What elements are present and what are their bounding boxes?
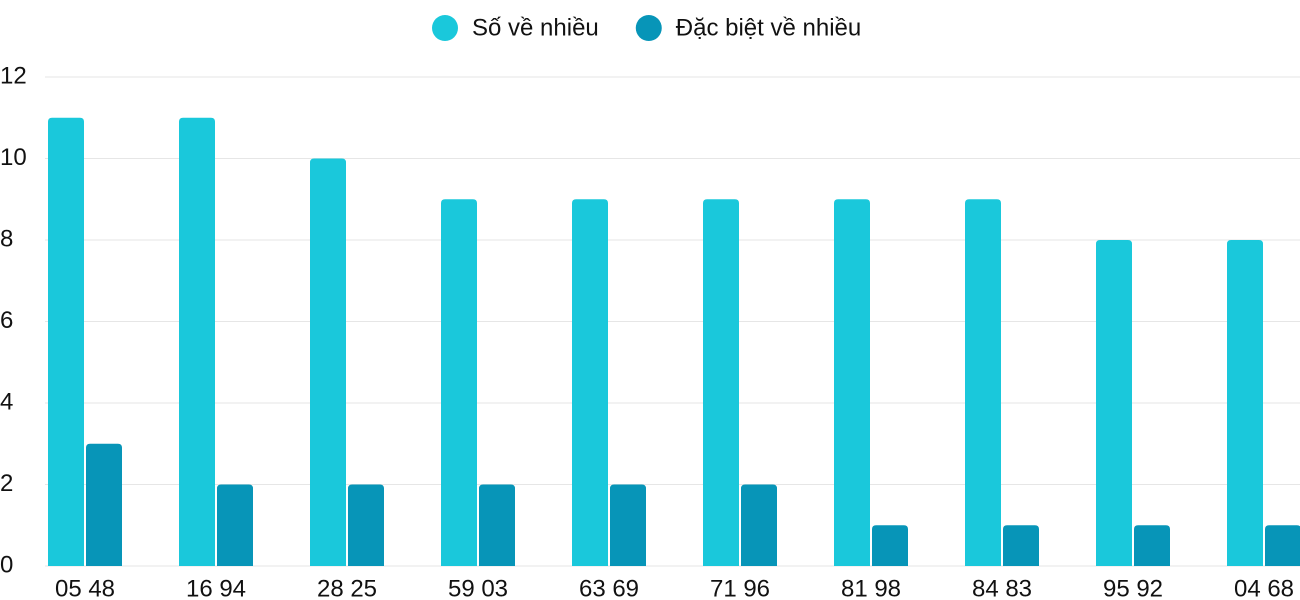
bar [310,158,346,566]
bar [741,484,777,566]
bar [179,117,215,566]
legend-label: Số về nhiều [472,14,599,41]
bar [1227,240,1263,566]
x-tick-label: 16 94 [186,575,246,600]
bar [703,199,739,566]
bar [834,199,870,566]
bar [610,484,646,566]
bar [1003,525,1039,566]
y-tick-label: 12 [0,62,27,89]
bar [1265,525,1300,566]
x-tick-label: 84 83 [972,575,1032,600]
x-tick-label: 59 03 [448,575,508,600]
x-tick-label: 95 92 [1103,575,1163,600]
legend-swatch [432,15,458,41]
x-tick-label: 81 98 [841,575,901,600]
bar [1134,525,1170,566]
bar [1096,240,1132,566]
bar [441,199,477,566]
y-tick-label: 8 [0,225,13,252]
bar [872,525,908,566]
x-tick-label: 05 48 [55,575,115,600]
legend-label: Đặc biệt về nhiều [676,14,861,41]
y-tick-label: 6 [0,307,13,334]
x-tick-label: 04 68 [1234,575,1294,600]
bar [965,199,1001,566]
bar [479,484,515,566]
legend-swatch [635,15,662,41]
y-tick-label: 0 [0,551,13,578]
x-tick-label: 63 69 [579,575,639,600]
bar [48,117,84,566]
bar [217,484,253,566]
y-tick-label: 2 [0,470,13,497]
y-tick-label: 4 [0,388,13,415]
bar [572,199,608,566]
bar [348,484,384,566]
x-tick-label: 28 25 [317,575,377,600]
x-tick-label: 71 96 [710,575,770,600]
bar [86,443,122,566]
y-tick-label: 10 [0,144,27,171]
